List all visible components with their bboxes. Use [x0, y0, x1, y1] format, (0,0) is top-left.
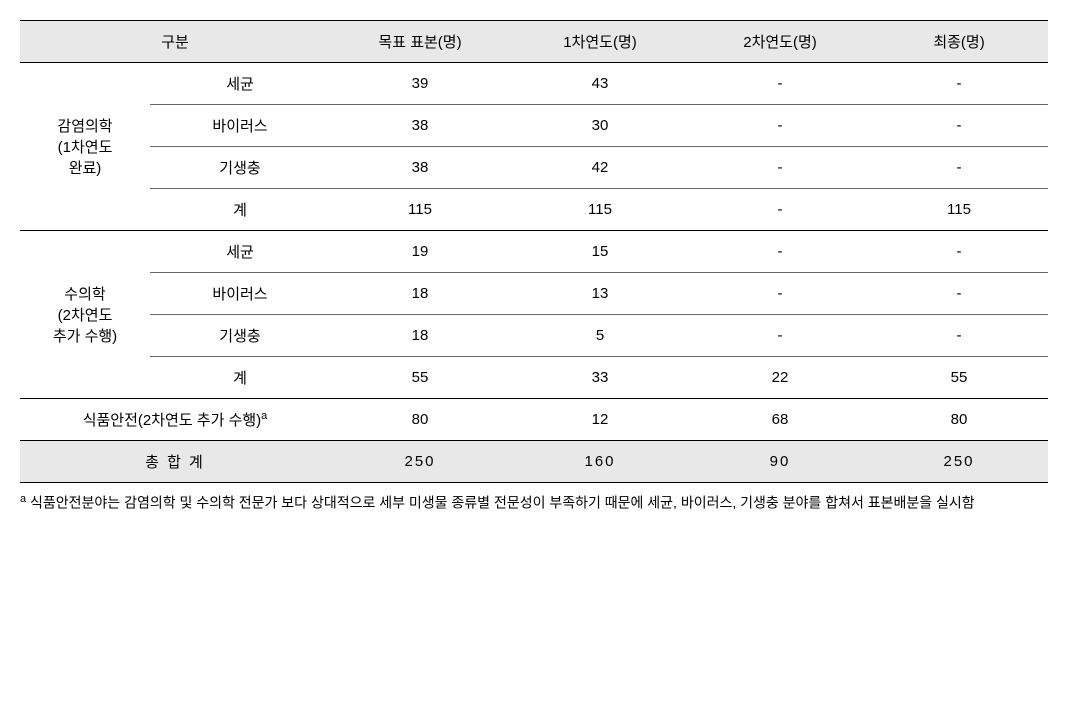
cell-sub: 세균: [150, 63, 330, 105]
group2-label: 수의학 (2차연도 추가 수행): [20, 231, 150, 399]
cell-value: -: [870, 147, 1048, 189]
cell-value: 115: [870, 189, 1048, 231]
cell-value: -: [870, 315, 1048, 357]
cell-value: 22: [690, 357, 870, 399]
table-row: 수의학 (2차연도 추가 수행) 세균 19 15 - -: [20, 231, 1048, 273]
cell-sub: 바이러스: [150, 273, 330, 315]
group1-label-line2: (1차연도: [58, 139, 113, 156]
col-header-year2: 2차연도(명): [690, 21, 870, 63]
cell-value: 55: [870, 357, 1048, 399]
cell-value: -: [690, 105, 870, 147]
total-row: 총 합 계 250 160 90 250: [20, 441, 1048, 483]
cell-value: 68: [690, 399, 870, 441]
cell-value: -: [690, 315, 870, 357]
table-row: 식품안전(2차연도 추가 수행)a 80 12 68 80: [20, 399, 1048, 441]
table-row: 계 115 115 - 115: [20, 189, 1048, 231]
cell-value: 38: [330, 147, 510, 189]
cell-value: 5: [510, 315, 690, 357]
cell-value: 115: [330, 189, 510, 231]
footnote: a 식품안전분야는 감염의학 및 수의학 전문가 보다 상대적으로 세부 미생물…: [20, 491, 1048, 514]
footnote-text: 식품안전분야는 감염의학 및 수의학 전문가 보다 상대적으로 세부 미생물 종…: [26, 495, 975, 511]
table-row: 감염의학 (1차연도 완료) 세균 39 43 - -: [20, 63, 1048, 105]
group3-sup: a: [261, 410, 267, 422]
cell-value: -: [690, 147, 870, 189]
cell-value: 13: [510, 273, 690, 315]
cell-value: 19: [330, 231, 510, 273]
table-row: 기생충 38 42 - -: [20, 147, 1048, 189]
data-table: 구분 목표 표본(명) 1차연도(명) 2차연도(명) 최종(명) 감염의학 (…: [20, 20, 1048, 483]
cell-sub: 바이러스: [150, 105, 330, 147]
cell-value: 12: [510, 399, 690, 441]
cell-value: -: [870, 231, 1048, 273]
table-row: 계 55 33 22 55: [20, 357, 1048, 399]
cell-value: 250: [330, 441, 510, 483]
cell-sub: 계: [150, 357, 330, 399]
cell-sub: 계: [150, 189, 330, 231]
cell-value: 55: [330, 357, 510, 399]
cell-value: 38: [330, 105, 510, 147]
cell-value: 115: [510, 189, 690, 231]
cell-value: 80: [870, 399, 1048, 441]
cell-value: 18: [330, 273, 510, 315]
group1-label-line1: 감염의학: [57, 118, 112, 135]
table-row: 바이러스 38 30 - -: [20, 105, 1048, 147]
cell-value: 18: [330, 315, 510, 357]
cell-value: 33: [510, 357, 690, 399]
cell-value: 80: [330, 399, 510, 441]
total-label: 총 합 계: [20, 441, 330, 483]
col-header-year1: 1차연도(명): [510, 21, 690, 63]
group1-label: 감염의학 (1차연도 완료): [20, 63, 150, 231]
cell-value: -: [870, 105, 1048, 147]
cell-value: 30: [510, 105, 690, 147]
group2-label-line2: (2차연도: [58, 307, 113, 324]
group2-label-line1: 수의학: [64, 286, 105, 303]
table-row: 바이러스 18 13 - -: [20, 273, 1048, 315]
cell-value: 43: [510, 63, 690, 105]
table-row: 기생충 18 5 - -: [20, 315, 1048, 357]
cell-value: 15: [510, 231, 690, 273]
table-header-row: 구분 목표 표본(명) 1차연도(명) 2차연도(명) 최종(명): [20, 21, 1048, 63]
cell-value: -: [690, 189, 870, 231]
col-header-final: 최종(명): [870, 21, 1048, 63]
cell-value: 90: [690, 441, 870, 483]
group3-label: 식품안전(2차연도 추가 수행)a: [20, 399, 330, 441]
col-header-target: 목표 표본(명): [330, 21, 510, 63]
cell-sub: 기생충: [150, 315, 330, 357]
group2-label-line3: 추가 수행): [53, 328, 117, 345]
group3-label-text: 식품안전(2차연도 추가 수행): [83, 412, 261, 429]
cell-value: -: [690, 231, 870, 273]
col-header-category: 구분: [20, 21, 330, 63]
cell-value: 42: [510, 147, 690, 189]
cell-value: 250: [870, 441, 1048, 483]
cell-value: 39: [330, 63, 510, 105]
cell-sub: 세균: [150, 231, 330, 273]
group1-label-line3: 완료): [69, 160, 102, 177]
cell-value: -: [690, 273, 870, 315]
cell-value: -: [870, 273, 1048, 315]
cell-sub: 기생충: [150, 147, 330, 189]
cell-value: -: [690, 63, 870, 105]
cell-value: -: [870, 63, 1048, 105]
cell-value: 160: [510, 441, 690, 483]
